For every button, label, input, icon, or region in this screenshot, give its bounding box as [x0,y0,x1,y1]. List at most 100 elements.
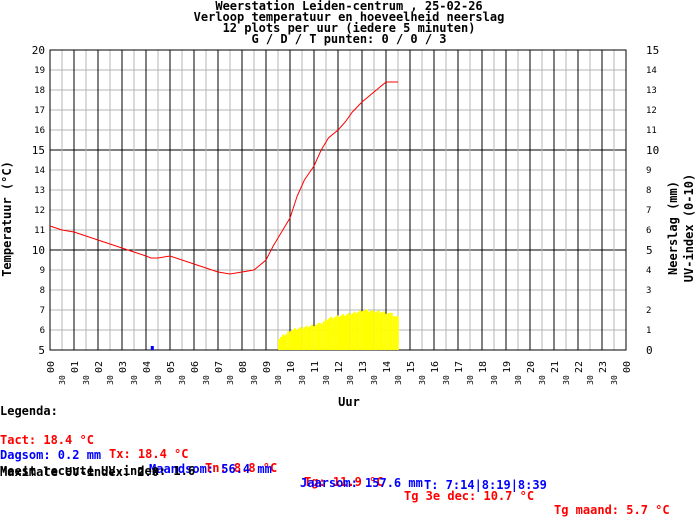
x-tick-label-hour: 10 [286,361,297,373]
x-tick-label-half: 30 [202,375,211,385]
uv-bar [368,311,370,350]
uv-bar [326,320,329,350]
y-tick-label-right: 3 [646,286,651,296]
y-tick-label-left: 18 [34,86,45,96]
legend-tg-maand: Tg maand: 5.7 °C [554,503,670,517]
x-tick-label-hour: 12 [334,361,345,373]
y-tick-label-left: 9 [40,266,45,276]
y-tick-label-left: 8 [40,286,45,296]
x-tick-label-hour: 11 [310,361,321,373]
uv-bar [381,312,384,350]
uv-bar [383,311,386,350]
y-tick-label-left: 15 [32,144,45,157]
uv-bar [373,312,376,350]
x-axis-label: Uur [338,395,360,409]
x-tick-label-half: 30 [418,375,427,385]
legend-precip-row: Dagsom: 0.2 mm Maandsom: 56.4 mm Jaarsom… [0,434,700,490]
y-tick-label-left: 13 [34,186,45,196]
uv-bar [287,331,290,350]
chart-title-line: Weerstation Leiden-centrum , 25-02-26 [215,0,482,13]
uv-bar [387,313,390,350]
y-tick-label-left: 11 [34,226,45,236]
y-tick-label-right: 0 [646,344,653,357]
uv-bar [299,327,302,350]
uv-bar [317,323,320,350]
temperature-line [49,81,398,275]
x-tick-label-half: 30 [394,375,403,385]
x-tick-label-half: 30 [130,375,139,385]
x-tick-label-half: 30 [226,375,235,385]
uv-bar [353,311,356,350]
axis-ticks: 5678910111213141516171819200123456789101… [32,44,660,385]
uv-bar [338,317,340,350]
x-tick-label-hour: 05 [166,361,177,373]
x-tick-label-half: 30 [538,375,547,385]
legend-dagsom: Dagsom: 0.2 mm [0,448,102,462]
uv-bar [390,313,393,350]
uv-bar [340,315,342,350]
uv-bar [328,318,331,350]
legend-title: Legenda: [0,404,58,418]
uv-bar [336,315,339,350]
uv-bar [377,310,380,350]
y-tick-label-right: 8 [646,186,651,196]
y-tick-label-left: 5 [38,344,45,357]
uv-bar [371,310,374,350]
uv-bar [292,329,294,350]
uv-bar [280,336,282,350]
legend-uv-recent: Meest recente UV-index: 1.6 [0,464,196,478]
uv-bar [290,331,292,350]
x-tick-label-hour: 21 [550,361,561,373]
uv-index-bars [150,309,399,350]
legend-times: T: 7:14|8:19|8:39 [424,478,547,492]
legend-tact: Tact: 18.4 °C [0,433,94,447]
uv-bar [357,312,360,350]
x-tick-label-half: 30 [322,375,331,385]
y-tick-label-right: 9 [646,166,651,176]
uv-bar [346,314,348,350]
uv-bar [315,324,318,350]
uv-bar [305,325,308,350]
x-tick-label-hour: 19 [502,361,513,373]
uv-bar [278,339,280,350]
uv-bar [284,335,286,350]
x-tick-label-hour: 22 [574,361,585,373]
x-tick-label-half: 30 [274,375,283,385]
uv-bar [322,321,325,350]
x-tick-label-hour: 23 [598,361,609,373]
x-tick-label-half: 30 [586,375,595,385]
x-tick-label-half: 30 [514,375,523,385]
uv-bar [342,314,344,350]
x-tick-label-half: 30 [58,375,67,385]
x-tick-label-hour: 18 [478,361,489,373]
x-tick-label-half: 30 [610,375,619,385]
y-tick-label-right: 7 [646,206,651,216]
precip-bar [150,346,154,350]
x-tick-label-hour: 00 [622,361,633,373]
uv-bar [394,316,397,350]
x-tick-label-hour: 03 [118,361,129,373]
x-tick-label-hour: 20 [526,361,537,373]
legend-maandsom: Maandsom: 56.4 mm [149,462,272,476]
y-tick-label-right: 4 [646,266,651,276]
x-tick-label-half: 30 [490,375,499,385]
chart-title-line: G / D / T punten: 0 / 0 / 3 [251,32,446,46]
uv-bar [355,313,358,350]
y-tick-label-right: 15 [646,44,659,57]
uv-bar [362,311,364,350]
x-tick-label-hour: 06 [190,361,201,373]
y-axis-label-right-precip: Neerslag (mm) [666,181,680,275]
temperature-series-line [49,81,398,275]
y-tick-label-left: 7 [40,306,45,316]
y-tick-label-left: 20 [32,44,45,57]
x-tick-label-hour: 17 [454,361,465,373]
uv-bar [309,326,312,350]
uv-bar [301,328,304,350]
x-tick-label-hour: 08 [238,361,249,373]
x-tick-label-hour: 13 [358,361,369,373]
x-tick-label-half: 30 [106,375,115,385]
legend-uv-row: Meest recente UV-index: 1.6 T: 7:14|8:19… [0,450,700,492]
x-tick-label-hour: 09 [262,361,273,373]
uv-bar [282,334,284,350]
y-axis-label-left: Temperatuur (°C) [0,161,14,277]
